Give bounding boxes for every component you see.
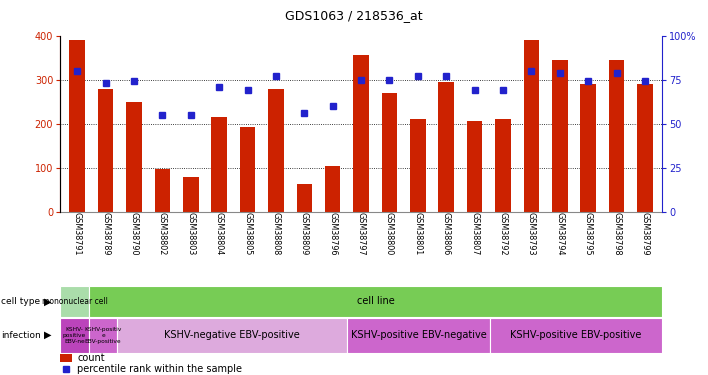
- Text: GSM38803: GSM38803: [186, 212, 195, 255]
- FancyBboxPatch shape: [88, 318, 118, 352]
- Text: ▶: ▶: [45, 297, 52, 306]
- Text: KSHV-positive EBV-positive: KSHV-positive EBV-positive: [510, 330, 641, 340]
- Bar: [438, 82, 454, 212]
- Text: ▶: ▶: [45, 330, 52, 340]
- Bar: [98, 88, 113, 212]
- Bar: [126, 102, 142, 212]
- Text: GSM38790: GSM38790: [130, 212, 139, 255]
- Bar: [637, 84, 653, 212]
- Text: infection: infection: [1, 331, 40, 340]
- Text: GDS1063 / 218536_at: GDS1063 / 218536_at: [285, 9, 423, 22]
- Text: GSM38792: GSM38792: [498, 212, 508, 255]
- Bar: [212, 117, 227, 212]
- Text: GSM38789: GSM38789: [101, 212, 110, 255]
- Text: mononuclear cell: mononuclear cell: [42, 297, 108, 306]
- Text: cell type: cell type: [1, 297, 40, 306]
- Bar: [552, 60, 568, 212]
- FancyBboxPatch shape: [60, 318, 88, 352]
- Text: GSM38805: GSM38805: [243, 212, 252, 255]
- FancyBboxPatch shape: [88, 286, 662, 317]
- Text: GSM38804: GSM38804: [215, 212, 224, 255]
- Text: KSHV-
positive
EBV-ne: KSHV- positive EBV-ne: [63, 327, 86, 344]
- Bar: [581, 84, 596, 212]
- Text: count: count: [77, 353, 105, 363]
- Bar: [410, 119, 426, 212]
- Text: GSM38801: GSM38801: [413, 212, 423, 255]
- Text: GSM38798: GSM38798: [612, 212, 621, 255]
- Bar: [495, 119, 510, 212]
- Text: GSM38799: GSM38799: [641, 212, 649, 255]
- Bar: [69, 40, 85, 212]
- Text: KSHV-positiv
e
EBV-positive: KSHV-positiv e EBV-positive: [84, 327, 122, 344]
- FancyBboxPatch shape: [490, 318, 662, 352]
- Bar: [60, 354, 72, 362]
- Bar: [268, 89, 284, 212]
- Text: GSM38809: GSM38809: [299, 212, 309, 255]
- FancyBboxPatch shape: [347, 318, 490, 352]
- Bar: [297, 184, 312, 212]
- FancyBboxPatch shape: [60, 286, 88, 317]
- Text: GSM38795: GSM38795: [583, 212, 593, 255]
- Bar: [524, 40, 539, 212]
- Text: GSM38800: GSM38800: [385, 212, 394, 255]
- Bar: [240, 127, 256, 212]
- Text: GSM38807: GSM38807: [470, 212, 479, 255]
- Bar: [382, 93, 397, 212]
- Text: GSM38802: GSM38802: [158, 212, 167, 255]
- Text: GSM38793: GSM38793: [527, 212, 536, 255]
- Text: cell line: cell line: [357, 297, 394, 306]
- Bar: [609, 60, 624, 212]
- Bar: [183, 177, 198, 212]
- Bar: [325, 166, 341, 212]
- Text: KSHV-positive EBV-negative: KSHV-positive EBV-negative: [350, 330, 486, 340]
- Text: KSHV-negative EBV-positive: KSHV-negative EBV-positive: [164, 330, 300, 340]
- Bar: [353, 56, 369, 212]
- Bar: [467, 121, 482, 212]
- Text: GSM38794: GSM38794: [555, 212, 564, 255]
- Text: GSM38808: GSM38808: [271, 212, 280, 255]
- Text: GSM38806: GSM38806: [442, 212, 451, 255]
- Text: percentile rank within the sample: percentile rank within the sample: [77, 364, 242, 374]
- Text: GSM38791: GSM38791: [73, 212, 81, 255]
- FancyBboxPatch shape: [118, 318, 347, 352]
- Text: GSM38797: GSM38797: [357, 212, 365, 255]
- Text: GSM38796: GSM38796: [329, 212, 337, 255]
- Bar: [154, 169, 170, 212]
